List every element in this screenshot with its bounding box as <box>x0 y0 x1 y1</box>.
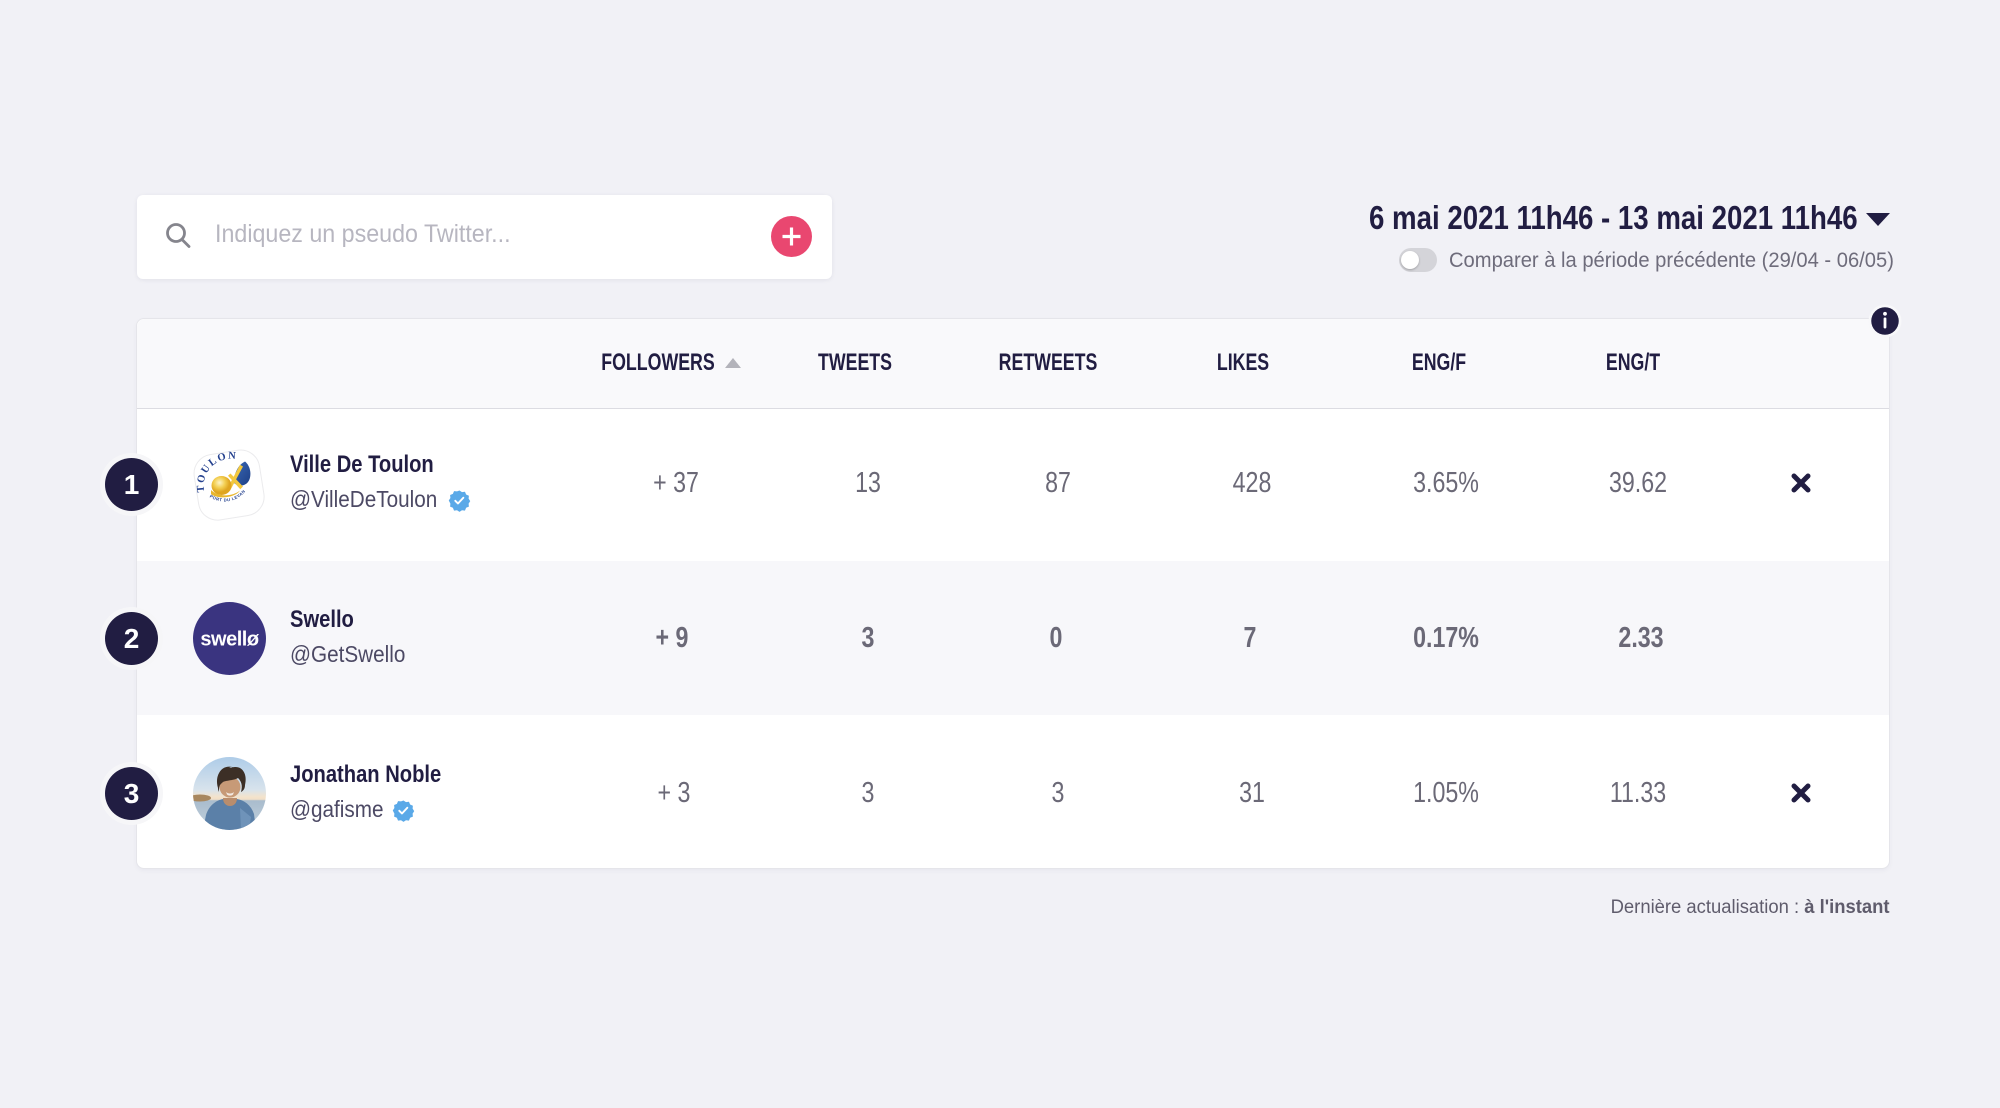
svg-text:swellø: swellø <box>200 629 259 651</box>
